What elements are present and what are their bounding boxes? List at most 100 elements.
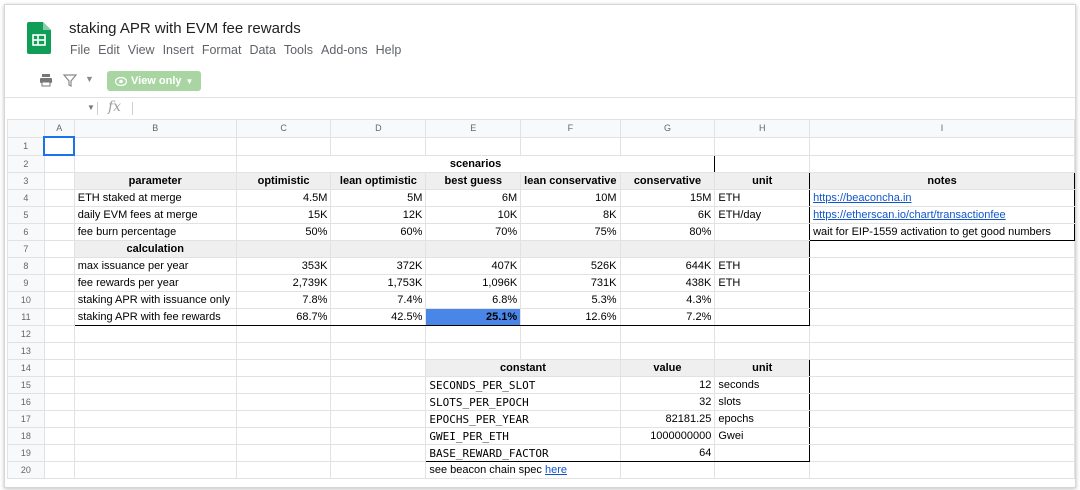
param-unit[interactable]: ETH/day xyxy=(714,206,811,224)
cell[interactable] xyxy=(520,325,621,343)
calc-value[interactable]: 68.7% xyxy=(235,308,332,326)
row-header[interactable]: 10 xyxy=(7,291,45,309)
cell[interactable] xyxy=(619,342,716,360)
cell[interactable] xyxy=(809,410,1075,428)
row-header[interactable]: 17 xyxy=(7,410,45,428)
column-header-f[interactable]: F xyxy=(520,119,621,138)
constant-value[interactable]: 32 xyxy=(619,393,716,411)
row-header[interactable]: 9 xyxy=(7,274,45,292)
cell[interactable] xyxy=(714,325,811,343)
row-header[interactable]: 16 xyxy=(7,393,45,411)
cell[interactable] xyxy=(73,427,237,445)
cell[interactable] xyxy=(809,359,1075,377)
filter-dropdown-icon[interactable]: ▼ xyxy=(85,74,94,84)
cell[interactable] xyxy=(330,240,427,258)
note-cell[interactable]: wait for EIP-1559 activation to get good… xyxy=(809,223,1075,241)
row-header[interactable]: 20 xyxy=(7,461,45,479)
calc-value[interactable]: 526K xyxy=(520,257,621,275)
param-value[interactable]: 60% xyxy=(330,223,427,241)
header-conservative[interactable]: conservative xyxy=(619,172,716,190)
cell[interactable] xyxy=(714,154,811,173)
cell[interactable] xyxy=(73,154,237,173)
filter-icon[interactable] xyxy=(63,73,77,87)
menu-view[interactable]: View xyxy=(127,43,155,57)
constant-name[interactable]: SLOTS_PER_EPOCH xyxy=(425,393,621,411)
row-header[interactable]: 1 xyxy=(7,136,45,156)
calc-value[interactable]: 7.2% xyxy=(619,308,716,326)
cell[interactable] xyxy=(235,393,332,411)
param-value[interactable]: 8K xyxy=(520,206,621,224)
calc-value[interactable]: 644K xyxy=(619,257,716,275)
print-icon[interactable] xyxy=(39,73,53,87)
calc-label[interactable]: staking APR with fee rewards xyxy=(73,308,237,326)
cell[interactable] xyxy=(330,393,427,411)
param-value[interactable]: 10M xyxy=(520,189,621,207)
param-value[interactable]: 10K xyxy=(425,206,522,224)
cell[interactable] xyxy=(330,325,427,343)
constant-value[interactable]: 1000000000 xyxy=(619,427,716,445)
cell[interactable] xyxy=(809,461,1075,479)
cell[interactable] xyxy=(43,359,75,377)
cell[interactable] xyxy=(235,359,332,377)
row-header[interactable]: 12 xyxy=(7,325,45,343)
note-cell[interactable]: https://beaconcha.in xyxy=(809,189,1075,207)
note-cell[interactable]: https://etherscan.io/chart/transactionfe… xyxy=(809,206,1075,224)
cell[interactable] xyxy=(809,154,1075,173)
constant-unit[interactable]: epochs xyxy=(714,410,811,428)
param-label[interactable]: daily EVM fees at merge xyxy=(73,206,237,224)
constant-value[interactable]: 82181.25 xyxy=(619,410,716,428)
cell[interactable] xyxy=(809,325,1075,343)
cell[interactable] xyxy=(425,342,522,360)
cell[interactable] xyxy=(619,136,716,156)
cell[interactable] xyxy=(809,274,1075,292)
param-value[interactable]: 70% xyxy=(425,223,522,241)
calc-value[interactable]: 42.5% xyxy=(330,308,427,326)
cell[interactable] xyxy=(809,257,1075,275)
column-header-i[interactable]: I xyxy=(809,119,1075,138)
cell[interactable] xyxy=(809,240,1075,258)
header-best-guess[interactable]: best guess xyxy=(425,172,522,190)
row-header[interactable]: 14 xyxy=(7,359,45,377)
cell[interactable] xyxy=(235,410,332,428)
menu-help[interactable]: Help xyxy=(375,43,402,57)
column-header-c[interactable]: C xyxy=(235,119,332,138)
cell[interactable] xyxy=(43,410,75,428)
calc-value[interactable]: 372K xyxy=(330,257,427,275)
cell[interactable] xyxy=(809,136,1075,156)
column-header-h[interactable]: H xyxy=(714,119,811,138)
cell[interactable] xyxy=(714,461,811,479)
cell[interactable] xyxy=(73,393,237,411)
cell[interactable] xyxy=(714,240,811,258)
menu-tools[interactable]: Tools xyxy=(283,43,314,57)
cell[interactable] xyxy=(330,461,427,479)
document-title[interactable]: staking APR with EVM fee rewards xyxy=(69,20,301,37)
select-all-corner[interactable] xyxy=(7,119,45,138)
calc-unit[interactable] xyxy=(714,308,811,326)
cell[interactable] xyxy=(809,342,1075,360)
calc-value[interactable]: 7.4% xyxy=(330,291,427,309)
row-header[interactable]: 4 xyxy=(7,189,45,207)
calc-value[interactable]: 1,096K xyxy=(425,274,522,292)
param-unit[interactable] xyxy=(714,223,811,241)
cell[interactable] xyxy=(330,136,427,156)
calc-value[interactable]: 5.3% xyxy=(520,291,621,309)
row-header[interactable]: 15 xyxy=(7,376,45,394)
calc-value[interactable]: 731K xyxy=(520,274,621,292)
cell[interactable] xyxy=(330,410,427,428)
param-value[interactable]: 5M xyxy=(330,189,427,207)
param-value[interactable]: 80% xyxy=(619,223,716,241)
param-value[interactable]: 12K xyxy=(330,206,427,224)
cell[interactable] xyxy=(809,308,1075,326)
constant-unit[interactable]: Gwei xyxy=(714,427,811,445)
cell[interactable] xyxy=(73,444,237,462)
spec-here-link[interactable]: here xyxy=(544,464,567,476)
cell[interactable] xyxy=(330,444,427,462)
cell[interactable] xyxy=(43,154,75,173)
cell[interactable] xyxy=(619,325,716,343)
cell[interactable] xyxy=(43,206,75,224)
calc-value[interactable]: 7.8% xyxy=(235,291,332,309)
value-header[interactable]: value xyxy=(619,359,716,377)
cell[interactable] xyxy=(43,223,75,241)
param-value[interactable]: 15K xyxy=(235,206,332,224)
cell[interactable] xyxy=(520,136,621,156)
